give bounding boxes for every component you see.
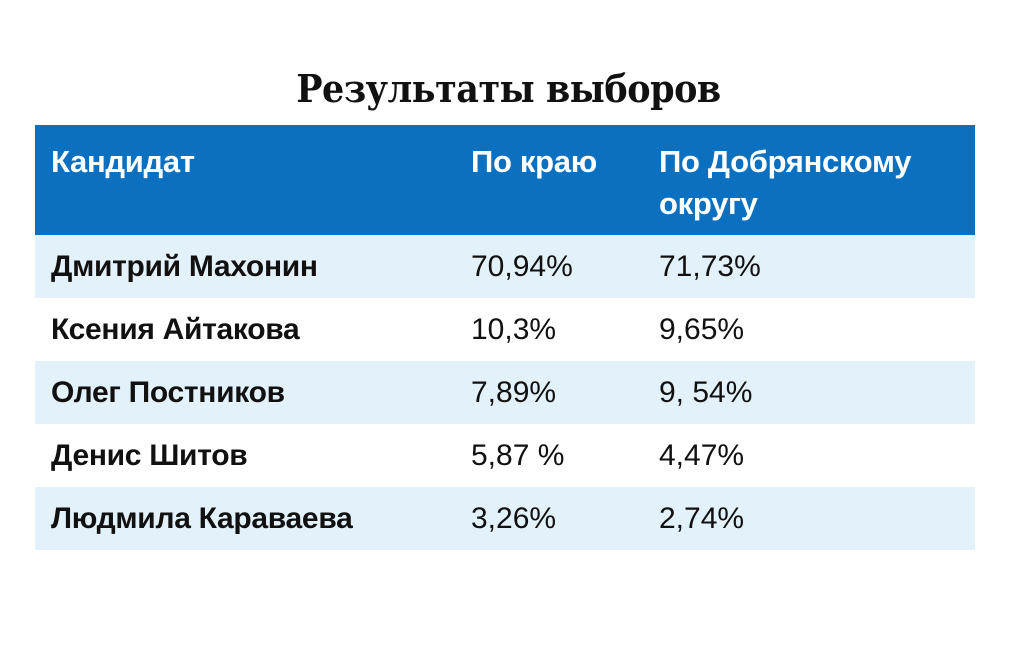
candidate-name: Ксения Айтакова (51, 312, 300, 346)
okrug-value: 2,74% (659, 501, 745, 535)
okrug-value: 4,47% (659, 438, 745, 472)
krai-value: 10,3% (471, 312, 557, 346)
okrug-value: 71,73% (659, 249, 761, 283)
table-row: Денис Шитов 5,87 % 4,47% (35, 424, 975, 487)
krai-value: 70,94% (471, 249, 573, 283)
krai-value: 3,26% (471, 501, 557, 535)
chart-title: Результаты выборов (296, 66, 721, 111)
column-header-candidate: Кандидат (51, 144, 195, 179)
column-header-okrug: По Добрянскому округу (659, 144, 912, 221)
table-row: Олег Постников 7,89% 9, 54% (35, 361, 975, 424)
candidate-name: Денис Шитов (51, 438, 248, 472)
table-row: Людмила Караваева 3,26% 2,74% (35, 487, 975, 550)
krai-value: 5,87 % (471, 438, 565, 472)
column-header-krai: По краю (471, 144, 597, 179)
candidate-name: Олег Постников (51, 375, 285, 409)
table-header: Кандидат По краю По Добрянскому округу (35, 125, 975, 235)
table-row: Ксения Айтакова 10,3% 9,65% (35, 298, 975, 361)
okrug-value: 9,65% (659, 312, 745, 346)
table-row: Дмитрий Махонин 70,94% 71,73% (35, 235, 975, 298)
okrug-value: 9, 54% (659, 375, 753, 409)
candidate-name: Дмитрий Махонин (51, 249, 318, 283)
header-row: Кандидат По краю По Добрянскому округу (35, 125, 975, 235)
krai-value: 7,89% (471, 375, 557, 409)
candidate-name: Людмила Караваева (51, 501, 353, 535)
results-table: Кандидат По краю По Добрянскому округу Д… (35, 125, 975, 550)
table-body: Дмитрий Махонин 70,94% 71,73% Ксения Айт… (35, 235, 975, 550)
